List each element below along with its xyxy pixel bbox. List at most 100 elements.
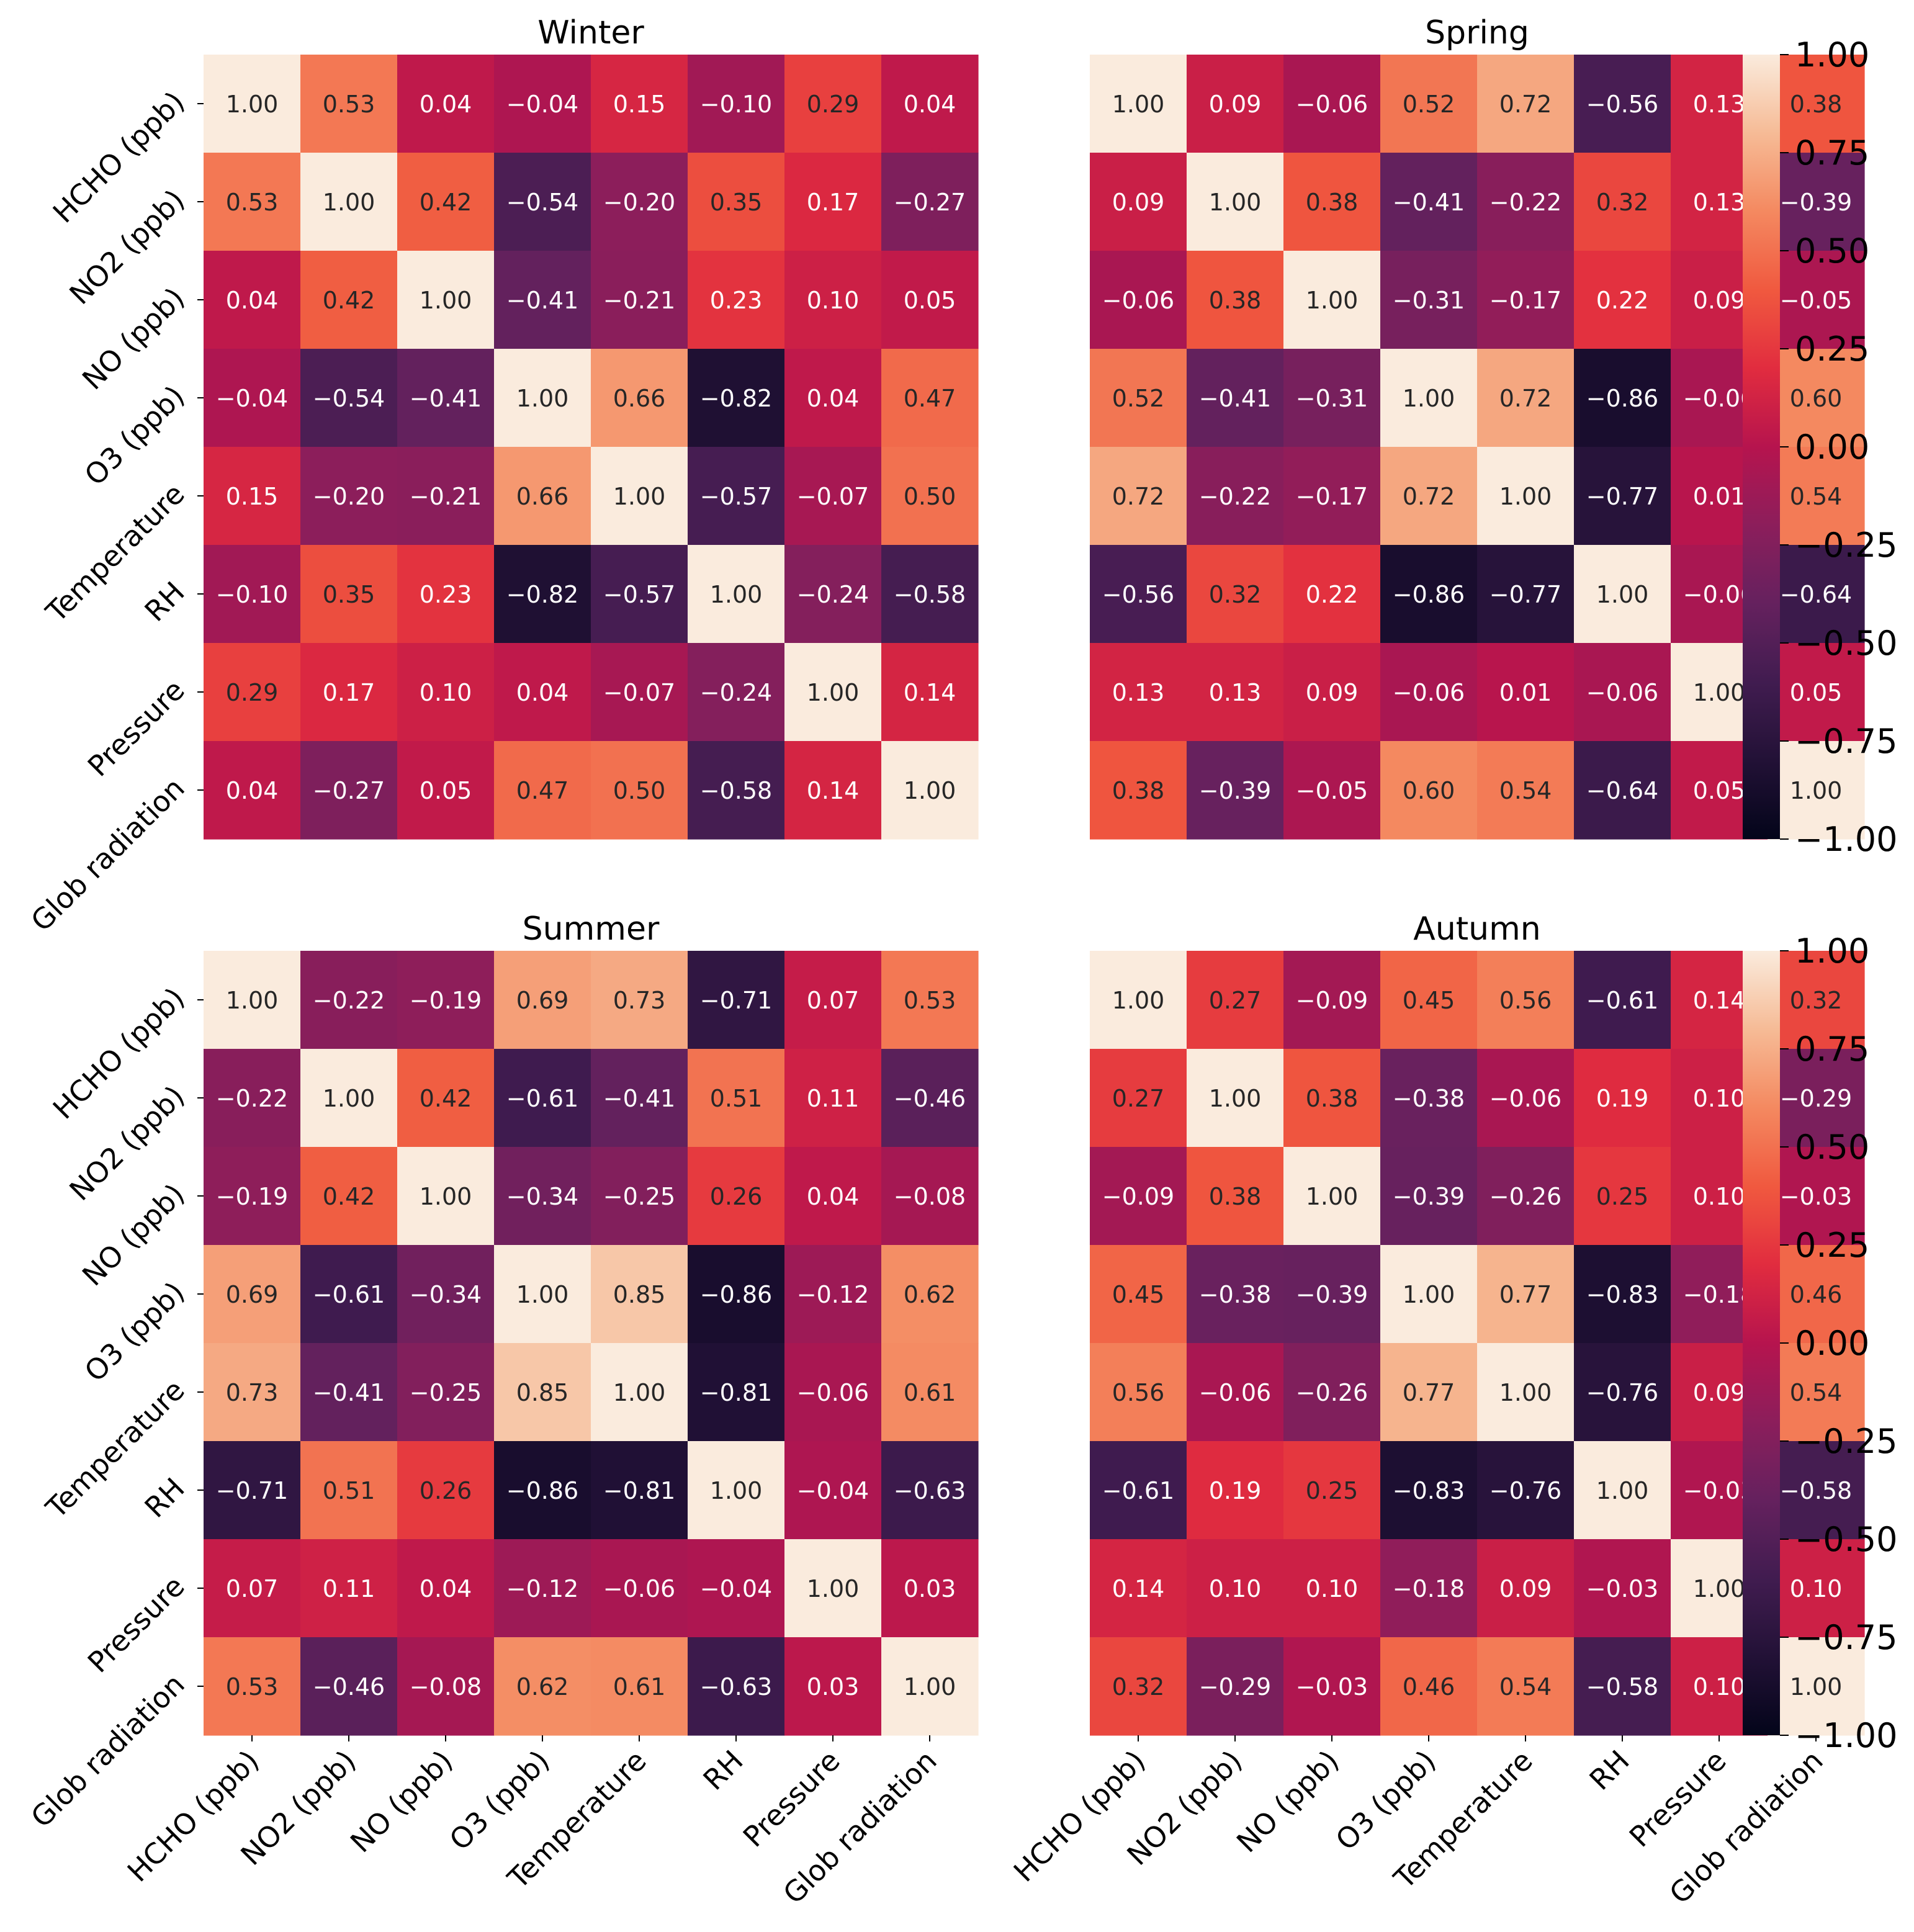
cell-value-label: 0.77 <box>1499 1281 1552 1308</box>
cell-value-label: −0.25 <box>410 1379 482 1406</box>
cell-value-label: 1.00 <box>807 1575 860 1602</box>
cell-value-label: −0.10 <box>216 581 288 608</box>
heatmap-cell <box>1380 55 1478 153</box>
cell-value-label: 0.45 <box>1112 1281 1165 1308</box>
cell-value-label: 1.00 <box>1403 1281 1455 1308</box>
heatmap-cell <box>1768 1147 1865 1246</box>
heatmap-cell <box>1187 951 1284 1049</box>
cell-value-label: 1.00 <box>904 777 956 804</box>
cell-value-label: 0.73 <box>226 1379 279 1406</box>
cell-value-label: 0.13 <box>1112 679 1165 706</box>
cell-value-label: 0.03 <box>904 1575 956 1602</box>
cell-value-label: 0.45 <box>1403 987 1455 1014</box>
cell-value-label: 0.66 <box>516 483 569 510</box>
cell-value-label: −0.61 <box>1586 987 1658 1014</box>
cell-value-label: 1.00 <box>1499 483 1552 510</box>
heatmap-cell <box>397 447 495 546</box>
cell-value-label: −0.63 <box>700 1673 772 1701</box>
cell-value-label: −0.19 <box>216 1183 288 1210</box>
cell-value-label: −0.41 <box>1199 385 1271 412</box>
cell-value-label: 0.66 <box>613 385 666 412</box>
heatmap-cell <box>494 1539 591 1638</box>
heatmap-cell <box>881 153 979 251</box>
heatmap-cell <box>1380 153 1478 251</box>
heatmap-cell <box>881 741 979 840</box>
heatmap-cell <box>204 741 301 840</box>
cell-value-label: 0.61 <box>904 1379 956 1406</box>
cell-value-label: 0.51 <box>323 1477 375 1504</box>
cell-value-label: 0.15 <box>613 91 666 118</box>
cell-value-label: −0.57 <box>700 483 772 510</box>
cell-value-label: 1.00 <box>1403 385 1455 412</box>
heatmap-cell <box>784 349 882 447</box>
cell-value-label: 0.47 <box>904 385 956 412</box>
heatmap-cell <box>300 251 398 349</box>
heatmap-cell <box>1380 643 1478 742</box>
heatmap-cell <box>397 1343 495 1442</box>
colorbar-tick-label: −1.00 <box>1795 820 1897 859</box>
cell-value-label: −0.64 <box>1586 777 1658 804</box>
heatmap-cell <box>1477 951 1575 1049</box>
heatmap-cell <box>1283 1049 1381 1148</box>
heatmap-cell <box>1283 1441 1381 1540</box>
heatmap-cell <box>688 1441 785 1540</box>
cell-value-label: −0.18 <box>1393 1575 1465 1602</box>
cell-value-label: −0.41 <box>313 1379 385 1406</box>
heatmap-cell <box>1380 951 1478 1049</box>
cell-value-label: 1.00 <box>807 679 860 706</box>
heatmap-cell <box>1090 1245 1187 1344</box>
heatmap-cell <box>1574 643 1671 742</box>
cell-value-label: 1.00 <box>1693 1575 1746 1602</box>
heatmap-cell <box>1574 55 1671 153</box>
heatmap-cell <box>300 1637 398 1736</box>
heatmap-cell <box>591 251 688 349</box>
cell-value-label: 0.53 <box>226 1673 279 1701</box>
cell-value-label: 1.00 <box>226 91 279 118</box>
cell-value-label: −0.06 <box>1296 91 1368 118</box>
heatmap-cell <box>784 447 882 546</box>
cell-value-label: 0.53 <box>226 189 279 216</box>
heatmap-cell <box>397 643 495 742</box>
heatmap-cell <box>1477 1343 1575 1442</box>
colorbar <box>1743 951 1780 1735</box>
cell-value-label: −0.04 <box>216 385 288 412</box>
colorbar-tick-label: −0.75 <box>1795 722 1897 761</box>
cell-value-label: 0.51 <box>710 1085 763 1112</box>
cell-value-label: −0.22 <box>1489 189 1561 216</box>
heatmap-cell <box>1768 1343 1865 1442</box>
cell-value-label: −0.61 <box>506 1085 578 1112</box>
cell-value-label: 0.07 <box>226 1575 279 1602</box>
heatmap-cell <box>204 1343 301 1442</box>
heatmap-cell <box>1283 349 1381 447</box>
cell-value-label: −0.58 <box>894 581 966 608</box>
cell-value-label: 0.22 <box>1306 581 1359 608</box>
heatmap-cell <box>1768 1539 1865 1638</box>
cell-value-label: 0.32 <box>1790 987 1843 1014</box>
cell-value-label: −0.83 <box>1586 1281 1658 1308</box>
colorbar-tick-label: −0.50 <box>1795 1520 1897 1559</box>
heatmap-cell <box>784 545 882 644</box>
cell-value-label: 0.04 <box>807 1183 860 1210</box>
cell-value-label: −0.86 <box>1393 581 1465 608</box>
cell-value-label: 0.54 <box>1499 777 1552 804</box>
heatmap-cell <box>204 951 301 1049</box>
cell-value-label: −0.77 <box>1489 581 1561 608</box>
heatmap-cell <box>397 251 495 349</box>
heatmap-cell <box>300 1245 398 1344</box>
heatmap-cell <box>204 251 301 349</box>
cell-value-label: 0.03 <box>807 1673 860 1701</box>
heatmap-cell <box>881 349 979 447</box>
colorbar-tick-label: 1.00 <box>1795 35 1869 74</box>
colorbar-tick-label: −0.25 <box>1795 1422 1897 1461</box>
cell-value-label: −0.05 <box>1780 287 1852 314</box>
heatmap-cell <box>204 1441 301 1540</box>
cell-value-label: −0.29 <box>1780 1085 1852 1112</box>
x-tick-label: NO (ppb) <box>344 1744 459 1859</box>
heatmap-cell <box>300 1441 398 1540</box>
cell-value-label: 0.32 <box>1596 189 1649 216</box>
heatmap-cell <box>1283 447 1381 546</box>
cell-value-label: 0.09 <box>1693 1379 1746 1406</box>
heatmap-cell <box>1283 1343 1381 1442</box>
heatmap-cell <box>300 1049 398 1148</box>
